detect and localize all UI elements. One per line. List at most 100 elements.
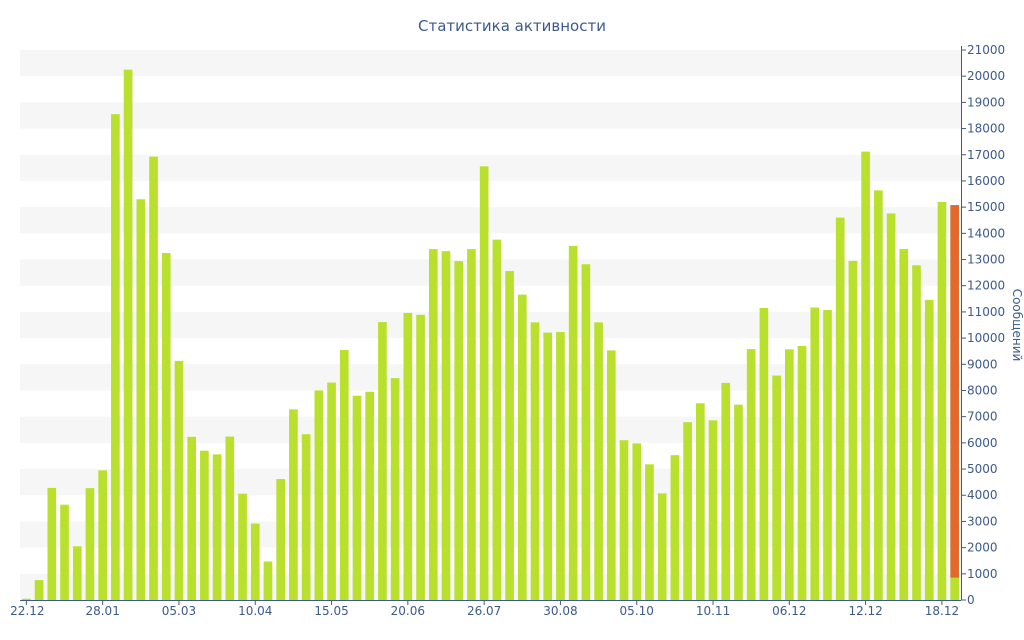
bar [403, 312, 413, 600]
y-tick-label: 3000 [967, 514, 998, 528]
grid-bands [20, 50, 961, 600]
y-tick-label: 7000 [967, 410, 998, 424]
bar [886, 213, 896, 600]
bar [250, 523, 260, 600]
y-tick-label: 16000 [967, 174, 1005, 188]
y-tick-label: 17000 [967, 148, 1005, 162]
y-tick-label: 2000 [967, 541, 998, 555]
x-tick-label: 30.08 [543, 604, 577, 618]
x-tick-label: 20.06 [391, 604, 425, 618]
y-tick-label: 20000 [967, 69, 1005, 83]
bar [467, 249, 476, 601]
x-tick-label: 15.05 [314, 604, 348, 618]
y-tick-label: 14000 [967, 226, 1005, 240]
x-tick-label: 22.12 [10, 604, 44, 618]
bar [797, 345, 807, 600]
bar [174, 360, 184, 600]
grid-band [20, 364, 961, 391]
bar [378, 322, 387, 600]
bar [479, 166, 489, 601]
bar [785, 349, 794, 600]
x-tick-label: 18.12 [925, 604, 959, 618]
bar [670, 455, 680, 600]
bar [505, 271, 514, 600]
bar [695, 403, 705, 600]
bar [111, 114, 120, 601]
bar [708, 420, 718, 600]
bar [352, 395, 362, 600]
grid-band [20, 469, 961, 496]
bar [861, 151, 870, 600]
bar [772, 375, 781, 600]
bar [289, 409, 298, 600]
bar [454, 261, 464, 600]
bar [810, 307, 820, 600]
bar [47, 487, 57, 600]
bar [187, 436, 196, 600]
grid-band [20, 50, 961, 77]
y-tick-label: 8000 [967, 383, 998, 397]
bar [721, 382, 731, 600]
bar [619, 440, 629, 600]
bar [314, 390, 324, 600]
y-tick-label: 1000 [967, 567, 998, 581]
y-tick-label: 10000 [967, 331, 1005, 345]
bar [657, 493, 667, 600]
bar [136, 199, 146, 601]
bar [339, 349, 349, 600]
bar [149, 156, 158, 600]
bar [60, 504, 69, 600]
y-tick-label: 9000 [967, 357, 998, 371]
x-tick-label: 05.03 [162, 604, 196, 618]
bar [34, 580, 44, 600]
bar [632, 443, 642, 600]
grid-band [20, 311, 961, 339]
x-tick-label: 05.10 [620, 604, 654, 618]
grid-band [20, 259, 961, 286]
y-tick-label: 5000 [967, 462, 998, 476]
bar [161, 252, 171, 601]
bar [276, 479, 286, 600]
bar [390, 378, 400, 600]
bar [683, 422, 692, 600]
bar [123, 69, 133, 600]
bars [22, 69, 959, 601]
x-tick-label: 06.12 [772, 604, 806, 618]
grid-band [20, 207, 961, 234]
bar [950, 577, 959, 600]
bar [912, 265, 921, 600]
bar [594, 322, 603, 600]
y-tick-label: 18000 [967, 122, 1005, 136]
y-tick-label: 0 [967, 593, 975, 607]
bar [874, 190, 883, 600]
y-tick-label: 13000 [967, 253, 1005, 267]
y-tick-label: 21000 [967, 43, 1005, 57]
bar [517, 294, 527, 600]
bar [823, 310, 832, 600]
bar [746, 349, 756, 600]
bar [492, 239, 502, 600]
bar [441, 251, 451, 600]
grid-band [20, 416, 961, 443]
bar [848, 260, 858, 600]
bar [734, 404, 743, 600]
bar [327, 382, 336, 600]
bar [85, 488, 95, 600]
bar [301, 434, 311, 600]
bar [200, 450, 209, 600]
y-axis-title: Сообщений [1010, 289, 1024, 362]
bar [835, 217, 845, 600]
y-tick-label: 4000 [967, 488, 998, 502]
chart-title: Статистика активности [418, 17, 606, 35]
grid-band [20, 154, 961, 181]
bar [759, 307, 769, 600]
x-tick-label: 10.04 [238, 604, 272, 618]
grid-band [20, 573, 961, 600]
x-tick-label: 10.11 [696, 604, 730, 618]
bar [22, 598, 31, 600]
y-tick-label: 12000 [967, 279, 1005, 293]
bar [950, 205, 959, 578]
bar [428, 249, 438, 601]
